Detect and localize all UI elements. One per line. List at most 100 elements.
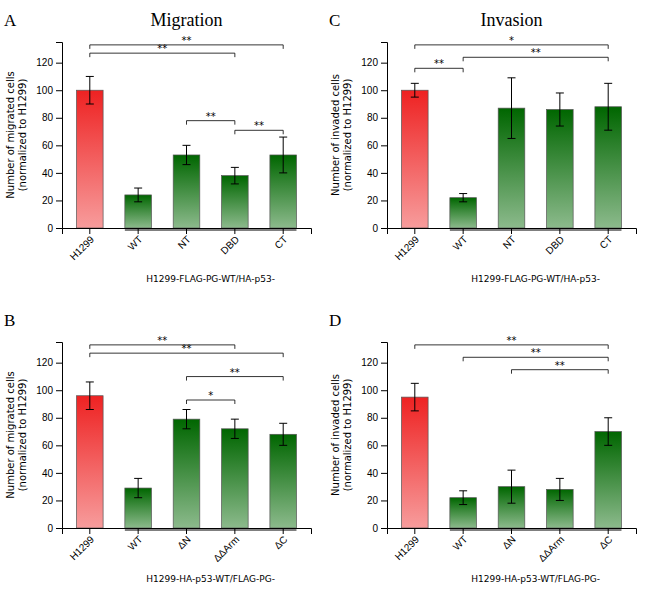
- y-axis-title: Number of migrated cells(normalized to H…: [5, 371, 28, 498]
- axis-line: [56, 343, 63, 529]
- tick-mark: [381, 63, 387, 64]
- tick-mark: [56, 63, 62, 64]
- y-tick: 0: [372, 223, 387, 234]
- tick-label: 0: [372, 223, 378, 234]
- bar: [402, 397, 429, 528]
- error-bar: [604, 418, 612, 446]
- tick-mark: [56, 473, 62, 474]
- tick-mark: [56, 145, 62, 146]
- tick-mark: [463, 528, 464, 534]
- y-tick: 20: [367, 495, 387, 506]
- y-tick: 100: [361, 385, 387, 396]
- axis-line: [381, 43, 388, 229]
- y-tick: 20: [367, 195, 387, 206]
- y-tick: 100: [36, 385, 62, 396]
- tick-mark: [381, 145, 387, 146]
- tick-label: DBD: [543, 234, 566, 257]
- plot-area: [402, 383, 622, 528]
- significance-label: **: [434, 58, 444, 69]
- axis-line: [388, 229, 637, 235]
- panel-label: C: [329, 11, 340, 30]
- tick-label: 100: [361, 385, 378, 396]
- tick-label: 0: [47, 223, 53, 234]
- y-axis: 020406080100120: [36, 343, 62, 534]
- tick-label: 20: [367, 495, 379, 506]
- x-axis-title: H1299-FLAG-PG-WT/HA-p53-: [471, 274, 600, 284]
- x-axis: H1299WTNTDBDCT: [388, 228, 637, 262]
- x-tick: NT: [176, 228, 193, 251]
- x-tick: H1299: [393, 528, 422, 562]
- tick-mark: [138, 528, 139, 534]
- bar: [547, 110, 574, 228]
- x-tick: WT: [451, 528, 470, 552]
- y-tick: 60: [42, 440, 62, 451]
- tick-mark: [56, 390, 62, 391]
- bar: [173, 419, 200, 528]
- tick-mark: [56, 228, 62, 229]
- tick-mark: [56, 90, 62, 91]
- y-tick: 80: [42, 412, 62, 423]
- y-tick: 80: [42, 112, 62, 123]
- tick-mark: [381, 473, 387, 474]
- tick-label: H1299: [68, 533, 97, 562]
- tick-mark: [414, 228, 415, 234]
- error-bar: [556, 93, 564, 126]
- x-tick: H1299: [393, 228, 422, 262]
- significance-label: **: [254, 120, 264, 131]
- significance-label: *: [509, 35, 514, 46]
- error-bar: [231, 167, 239, 184]
- significance-label: **: [531, 47, 541, 58]
- y-tick: 60: [367, 140, 387, 151]
- x-tick: ΔC: [597, 528, 615, 551]
- bar: [595, 432, 622, 528]
- tick-label: WT: [451, 534, 470, 553]
- y-tick: 40: [42, 168, 62, 179]
- tick-label: 60: [42, 140, 54, 151]
- tick-mark: [89, 228, 90, 234]
- tick-label: NT: [176, 234, 193, 251]
- tick-mark: [138, 228, 139, 234]
- tick-mark: [463, 228, 464, 234]
- error-bar: [231, 419, 239, 438]
- y-tick: 120: [361, 357, 387, 368]
- error-bar: [556, 478, 564, 500]
- tick-label: CT: [272, 234, 289, 251]
- tick-mark: [381, 500, 387, 501]
- error-bar: [86, 382, 94, 410]
- x-tick: ΔN: [500, 528, 518, 551]
- tick-mark: [559, 528, 560, 534]
- panel: 020406080100120H1299WTΔNΔΔArmΔCB*******N…: [4, 311, 312, 584]
- tick-mark: [381, 228, 387, 229]
- axis-line: [56, 43, 63, 229]
- tick-label: H1299: [393, 233, 422, 262]
- x-tick: WT: [451, 228, 470, 252]
- significance-label: **: [157, 335, 167, 346]
- tick-label: H1299: [393, 533, 422, 562]
- y-tick: 40: [367, 468, 387, 479]
- tick-mark: [186, 528, 187, 534]
- tick-mark: [381, 90, 387, 91]
- y-tick: 80: [367, 112, 387, 123]
- y-axis: 020406080100120: [361, 43, 387, 234]
- error-bar: [459, 491, 467, 505]
- y-tick: 120: [361, 57, 387, 68]
- tick-label: 120: [361, 357, 378, 368]
- x-tick: DBD: [218, 228, 241, 256]
- significance-label: **: [230, 367, 240, 378]
- group-underline: [125, 230, 297, 231]
- tick-label: 20: [42, 195, 54, 206]
- tick-mark: [56, 445, 62, 446]
- tick-label: 100: [36, 85, 53, 96]
- error-bar: [508, 470, 516, 503]
- group-underline: [125, 530, 297, 531]
- tick-mark: [381, 528, 387, 529]
- x-tick: H1299: [68, 228, 97, 262]
- x-axis-title: H1299-HA-p53-WT/FLAG-PG-: [146, 574, 275, 584]
- tick-mark: [559, 228, 560, 234]
- significance-label: *: [208, 390, 213, 401]
- error-bar: [279, 137, 287, 173]
- tick-label: 80: [367, 112, 379, 123]
- y-axis-title: Number of migrated cells(normalized to H…: [5, 71, 28, 198]
- significance-label: **: [555, 360, 565, 371]
- y-axis-title: Number of invaded cells(normalized to H1…: [330, 374, 353, 496]
